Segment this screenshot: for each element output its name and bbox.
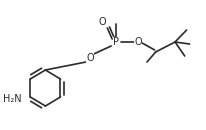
- Text: O: O: [99, 17, 106, 27]
- Text: P: P: [113, 37, 119, 47]
- Text: O: O: [135, 37, 142, 47]
- Text: H₂N: H₂N: [3, 94, 22, 104]
- Text: O: O: [86, 53, 94, 63]
